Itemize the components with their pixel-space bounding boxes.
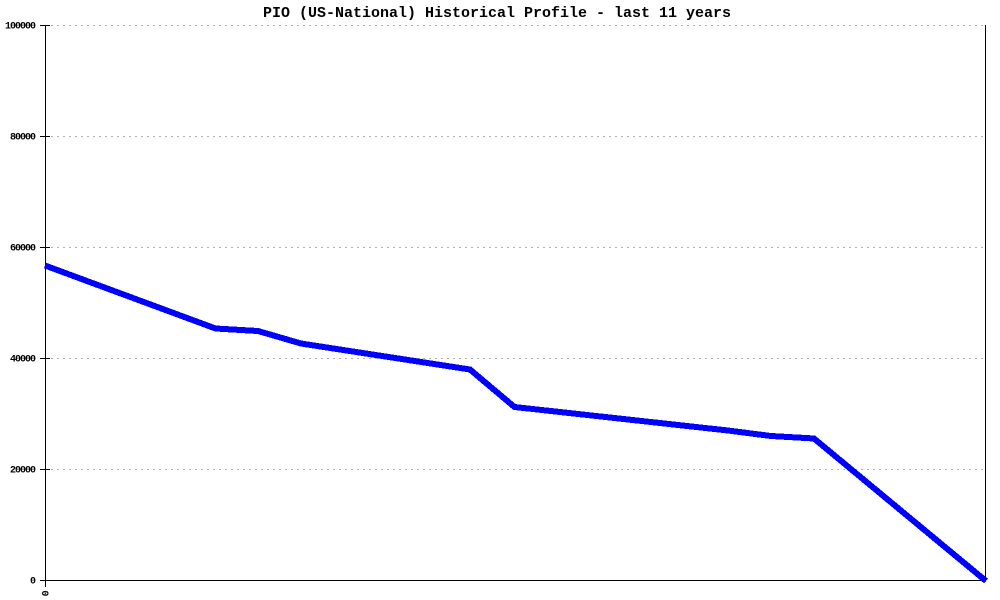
svg-text:60000: 60000 <box>10 244 36 255</box>
svg-text:80000: 80000 <box>10 133 36 144</box>
svg-text:100000: 100000 <box>5 22 36 33</box>
svg-text:PIO (US-National) Historical P: PIO (US-National) Historical Profile - l… <box>263 5 731 22</box>
svg-text:20000: 20000 <box>10 466 36 477</box>
svg-text:0: 0 <box>30 577 36 588</box>
svg-text:40000: 40000 <box>10 355 36 366</box>
svg-text:0: 0 <box>38 590 49 596</box>
